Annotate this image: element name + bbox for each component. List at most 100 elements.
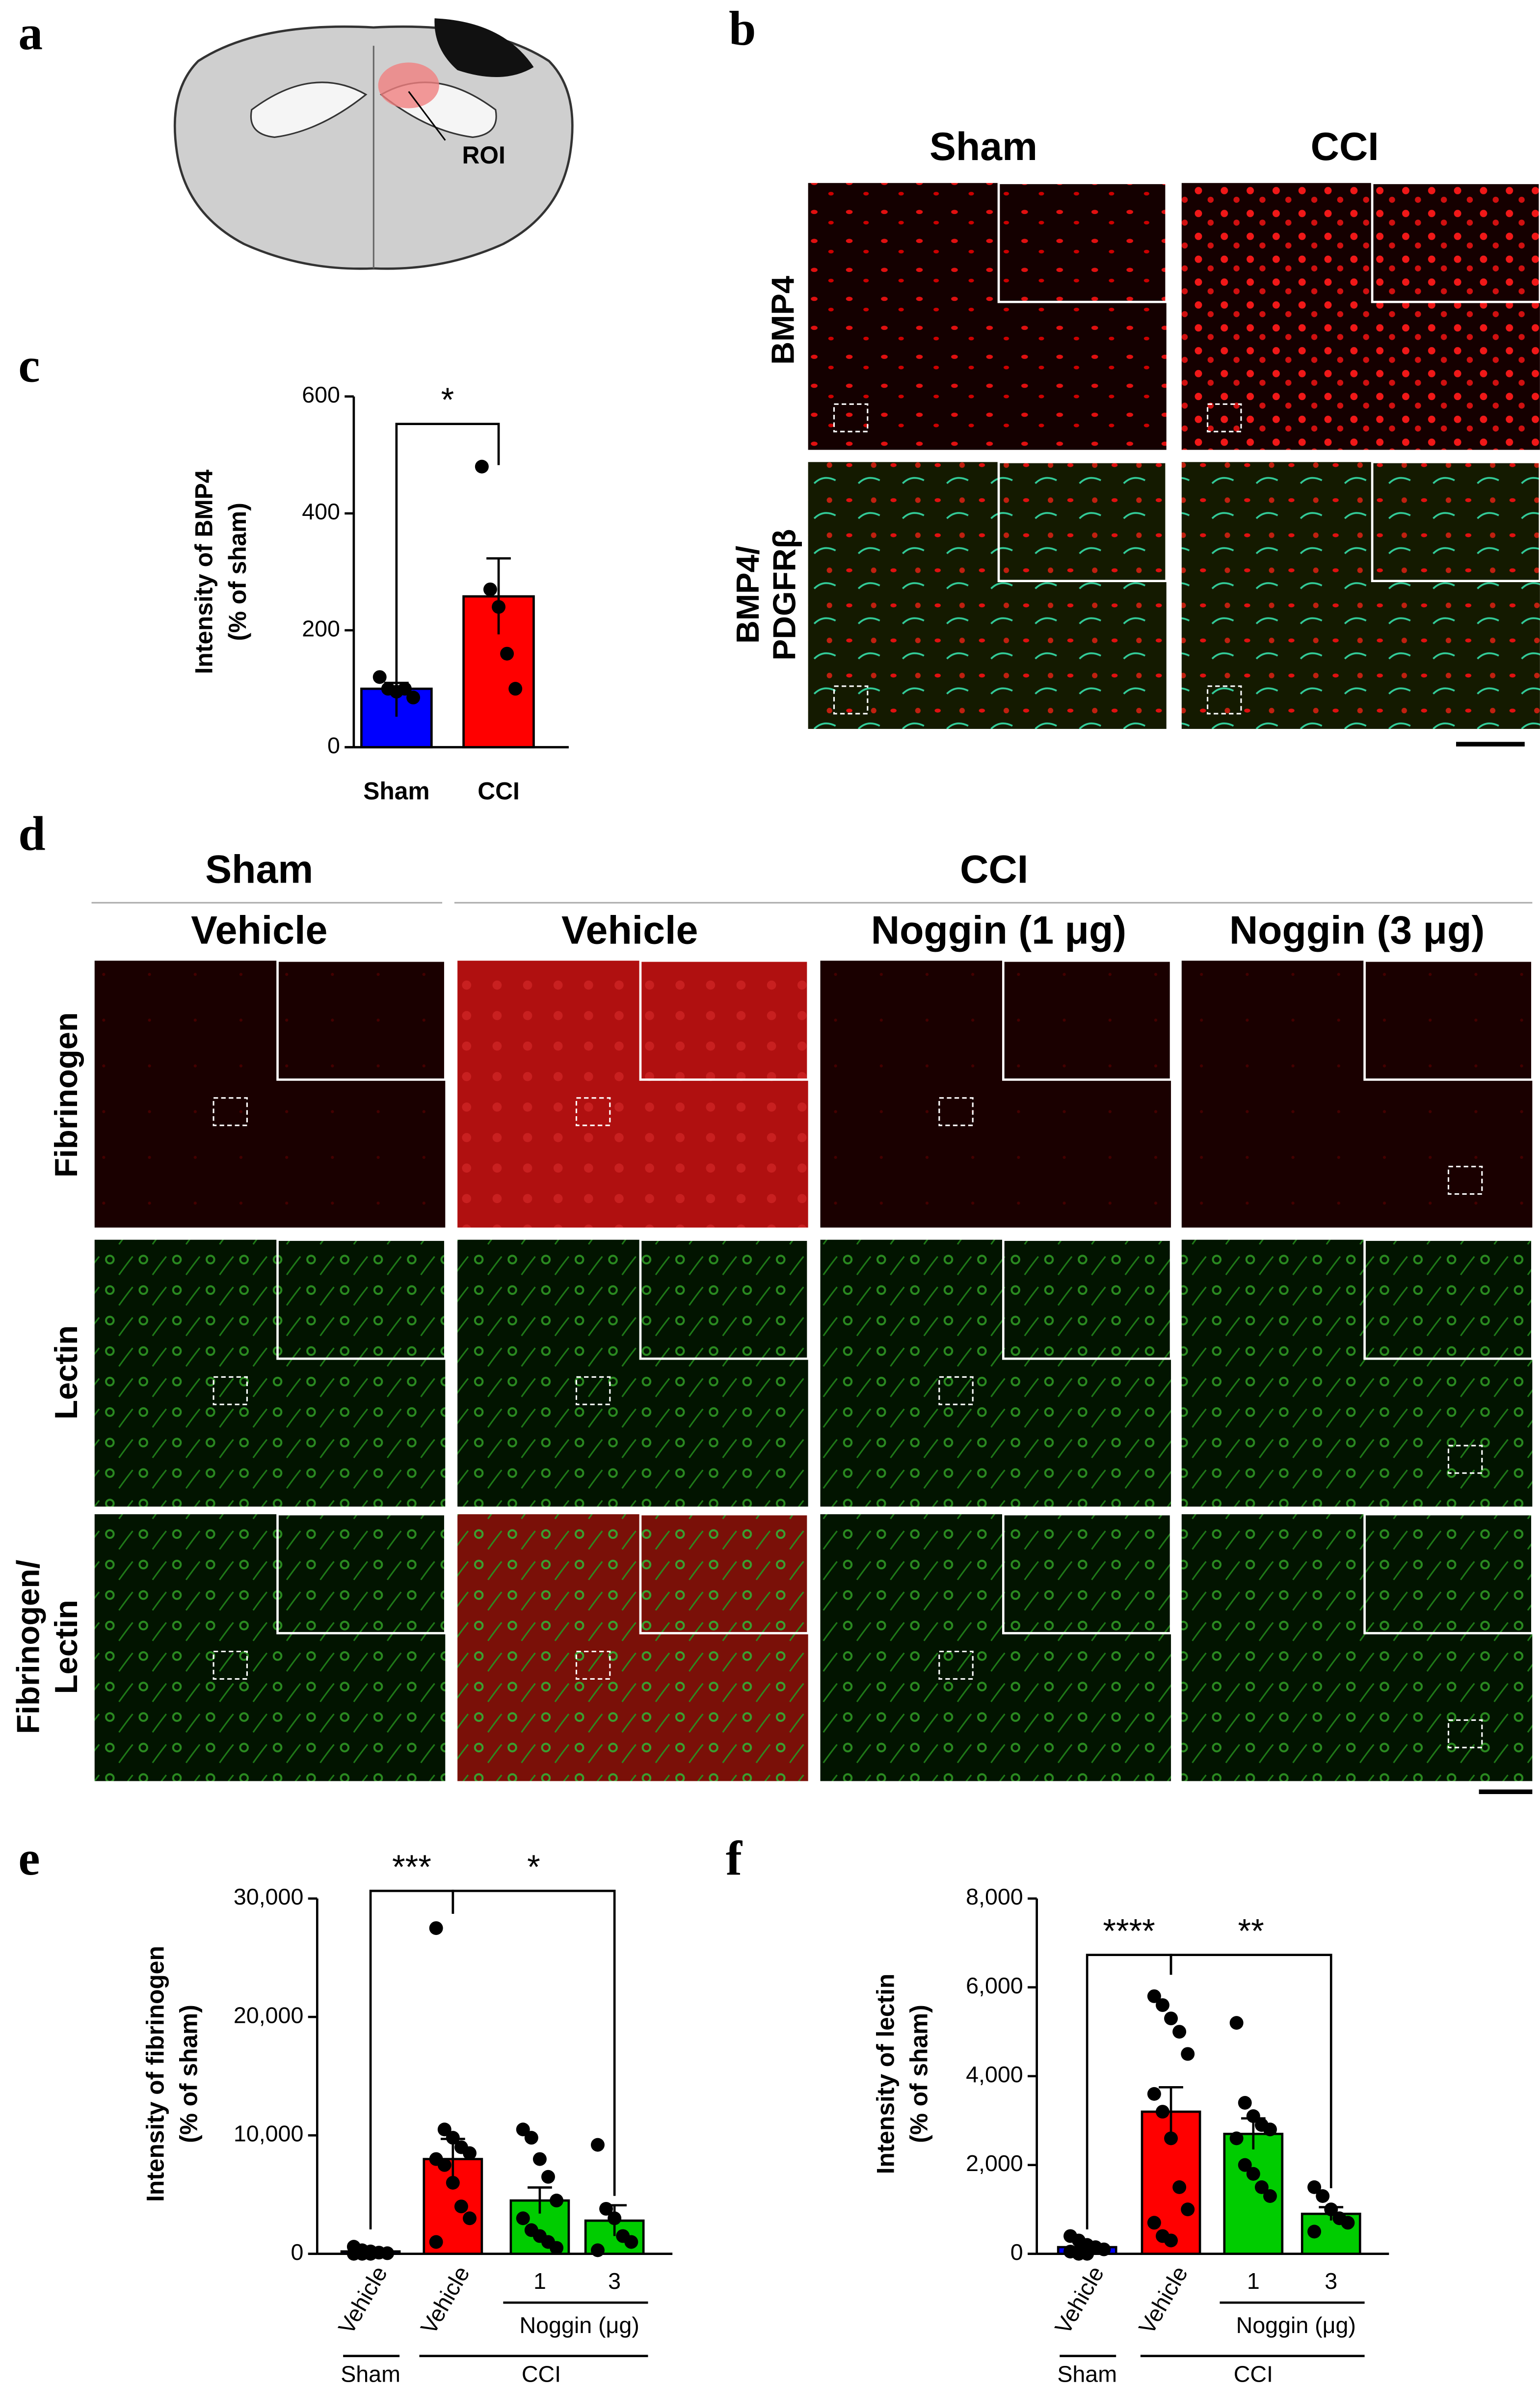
data-point [1246,2109,1260,2123]
roi-label: ROI [462,141,505,169]
y-tick-label: 200 [302,616,340,641]
roi-box [575,1097,611,1127]
roi-box [212,1097,248,1127]
data-point [437,2158,451,2172]
roi-box [1207,403,1242,432]
data-point [1181,2202,1195,2217]
data-point [599,2201,613,2216]
x-tick-label: 1 [533,2268,546,2294]
roi-box [833,685,869,715]
data-point [1164,2131,1178,2146]
data-point [1316,2189,1330,2203]
inset [1363,1238,1534,1360]
group-label: CCI [522,2361,561,2387]
row-label: Fibrinogen/ [10,1560,46,1734]
panel-letter: c [18,338,40,393]
data-point [1164,2012,1178,2026]
y-axis-label: (% of sham) [175,2005,203,2143]
data-point [1155,2105,1169,2119]
data-point [1238,2158,1252,2172]
data-point [429,2235,443,2249]
column-label: Sham [929,125,1037,169]
brain-schematic [173,18,574,270]
data-point [541,2170,555,2184]
data-point [1254,2180,1269,2194]
roi-box [1207,685,1242,715]
inset [997,460,1168,582]
column-label: Vehicle [561,909,698,953]
data-point [1229,2131,1244,2146]
data-point [1164,2233,1178,2248]
y-tick-label: 2,000 [966,2150,1023,2176]
y-tick-label: 4,000 [966,2062,1023,2087]
inset [1371,460,1540,582]
data-point [475,459,489,474]
significance-label: ** [1238,1912,1264,1950]
panel-letter: a [18,5,43,60]
roi-box [1447,1719,1483,1748]
y-axis-label: (% of sham) [224,503,251,641]
panel-letter: f [726,1831,743,1885]
y-axis-label: Intensity of fibrinogen [141,1946,169,2202]
inset [639,1513,809,1635]
row-label: BMP4 [765,276,800,365]
inset [276,959,447,1081]
panel-letter: d [18,806,45,860]
y-tick-label: 20,000 [234,2002,303,2028]
roi-box [938,1376,974,1405]
x-tick-label: Vehicle [1134,2262,1193,2338]
group-label: Sham [341,2361,400,2387]
error-bar [528,2186,552,2214]
x-tick-label: 3 [1325,2268,1337,2294]
data-point [1080,2247,1094,2261]
data-point [1263,2122,1277,2137]
data-point [624,2235,638,2249]
column-label: Noggin (1 μg) [871,909,1126,953]
data-point [372,670,387,684]
data-point [1147,1989,1161,2003]
x-tick-label: Vehicle [333,2262,392,2338]
group-label: CCI [1234,2361,1273,2387]
inset [997,182,1168,303]
roi-box [1447,1445,1483,1474]
data-point [550,2241,564,2255]
roi-box [575,1376,611,1405]
data-point [500,646,514,661]
inset [276,1238,447,1360]
significance-bracket [1169,1954,1332,2189]
data-point [1324,2202,1338,2217]
data-point [1307,2180,1322,2194]
data-point [483,582,497,596]
y-tick-label: 600 [302,382,340,407]
row-label: Fibrinogen [48,1012,84,1178]
roi-box [1447,1166,1483,1195]
data-point [463,2146,477,2160]
panel-letter: b [729,1,756,55]
inset [1002,1513,1172,1635]
row-label: Lectin [48,1600,84,1694]
data-point [508,682,523,696]
significance-bracket [395,423,500,717]
inset [1363,959,1534,1081]
data-point [524,2131,538,2145]
significance-bracket [451,1889,616,2196]
data-point [608,2211,622,2226]
roi-box [212,1650,248,1680]
roi-box [938,1650,974,1680]
x-tick-label: CCI [478,778,520,805]
data-point [1229,2016,1244,2030]
data-point [1181,2047,1195,2061]
data-point [590,2138,605,2152]
y-tick-label: 8,000 [966,1884,1023,1909]
inset [1002,959,1172,1081]
data-point [590,2243,605,2257]
data-point [429,1921,443,1935]
y-tick-label: 0 [327,733,340,758]
data-point [398,682,412,696]
data-point [1147,2087,1161,2101]
inset [639,959,809,1081]
group-label: Sham [1057,2361,1117,2387]
error-bar [486,557,511,635]
data-point [1238,2096,1252,2110]
data-point [364,2247,378,2261]
